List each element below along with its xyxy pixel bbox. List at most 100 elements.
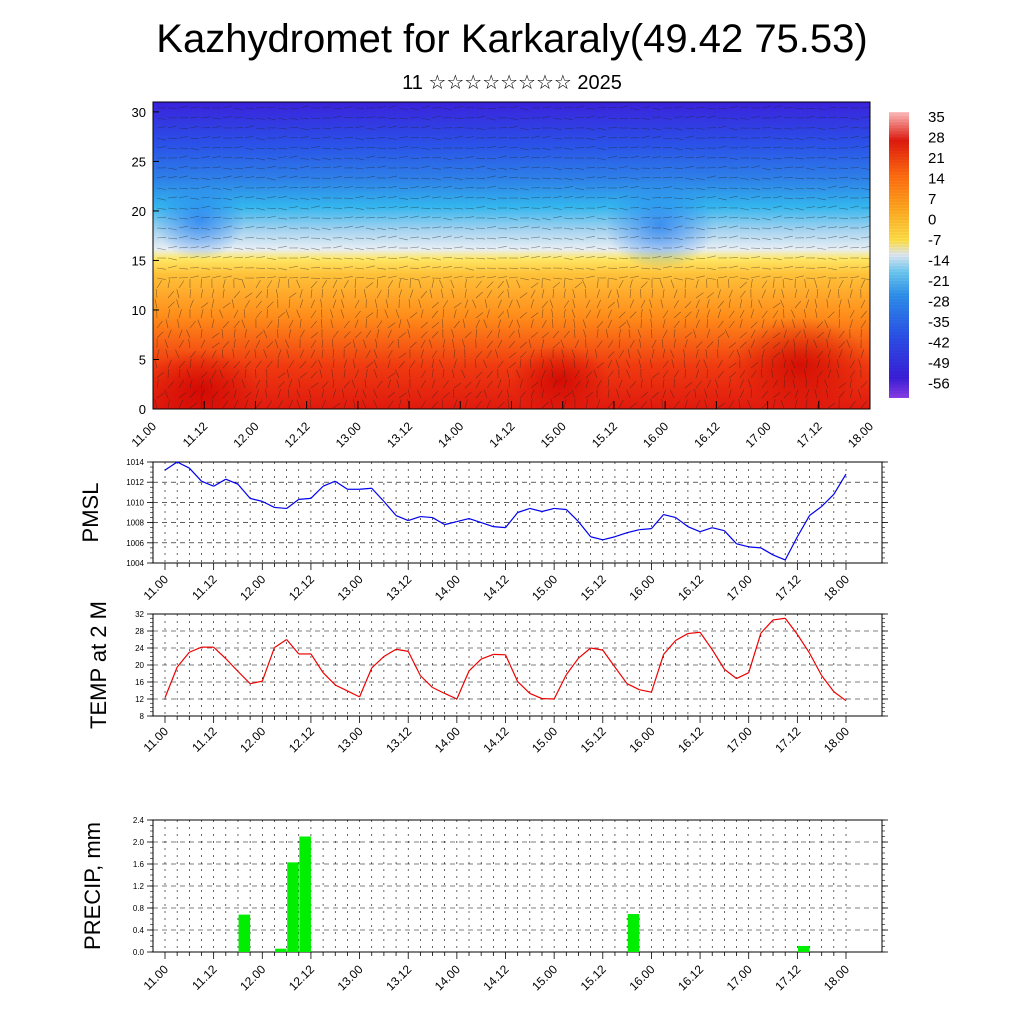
wind-barb <box>442 247 453 249</box>
wind-barb <box>156 379 159 389</box>
wind-barb <box>717 187 728 189</box>
wind-barb <box>332 137 342 140</box>
wind-barb <box>266 237 276 241</box>
wind-barb <box>420 400 427 409</box>
wind-barb <box>530 147 540 150</box>
wind-barb <box>783 137 793 140</box>
wind-barb <box>728 289 733 299</box>
wind-barb <box>387 217 398 219</box>
wind-barb <box>332 359 335 369</box>
wind-barb <box>453 167 464 170</box>
wind-barb <box>607 340 614 349</box>
wind-barb <box>772 342 781 349</box>
wind-barb <box>375 339 378 349</box>
wind-barb <box>233 195 243 199</box>
wind-barb <box>464 167 474 170</box>
wind-barb <box>497 176 507 179</box>
wind-barb <box>629 279 633 289</box>
wind-barb <box>376 289 382 299</box>
wind-barb <box>453 349 456 359</box>
wind-barb <box>255 400 262 409</box>
wind-barb <box>362 389 367 399</box>
wind-barb <box>331 369 334 379</box>
wind-barb <box>409 107 419 111</box>
wind-barb <box>156 146 166 149</box>
wind-barb <box>464 227 474 230</box>
wind-barb <box>354 369 359 379</box>
wind-barb <box>772 215 782 219</box>
wind-barb <box>816 257 826 260</box>
wind-barb <box>673 277 683 281</box>
wind-barb <box>332 245 342 249</box>
wind-barb <box>243 308 246 319</box>
x-tick-label: 18.00 <box>821 572 852 603</box>
wind-barb <box>255 226 265 229</box>
wind-barb <box>673 206 683 209</box>
wind-barb <box>352 359 356 369</box>
wind-barb <box>815 309 818 319</box>
series-segment <box>602 649 616 668</box>
wind-barb <box>277 372 286 379</box>
series-segment <box>529 692 543 700</box>
wind-barb <box>706 318 708 329</box>
wind-barb <box>805 378 807 389</box>
wind-barb <box>541 320 547 329</box>
wind-barb <box>816 197 826 201</box>
wind-barb <box>805 246 815 249</box>
wind-barb <box>343 225 353 229</box>
y-tick-label: 28 <box>135 627 144 636</box>
wind-barb <box>738 399 741 409</box>
series-segment <box>517 681 531 694</box>
wind-barb <box>188 339 191 349</box>
wind-barb <box>398 360 405 369</box>
wind-barb <box>365 257 375 261</box>
wind-barb <box>739 281 747 289</box>
wind-barb <box>684 127 695 129</box>
wind-barb <box>475 227 486 229</box>
wind-barb <box>442 157 452 161</box>
wind-barb <box>340 309 345 319</box>
wind-barb <box>717 125 727 129</box>
wind-barb <box>662 227 672 231</box>
wind-barb <box>200 278 202 289</box>
wind-barb <box>200 136 210 139</box>
wind-barb <box>441 318 444 329</box>
warm-core-2 <box>510 345 610 409</box>
wind-barb <box>398 136 408 139</box>
wind-barb <box>805 206 815 209</box>
wind-barb <box>816 166 826 169</box>
wind-barb <box>365 175 375 179</box>
wind-barb <box>387 288 389 299</box>
wind-barb <box>662 156 673 159</box>
wind-barb <box>530 299 534 309</box>
wind-barb <box>860 177 870 180</box>
wind-barb <box>354 147 365 149</box>
wind-barb <box>233 116 243 119</box>
x-tick-label: 18.00 <box>845 419 876 450</box>
wind-barb <box>299 105 309 109</box>
wind-barb <box>200 185 210 189</box>
wind-barb <box>695 279 699 289</box>
wind-barb <box>200 276 210 279</box>
wind-barb <box>552 277 562 280</box>
series-segment <box>772 617 786 621</box>
wind-barb <box>486 267 497 269</box>
wind-barb <box>497 146 507 149</box>
wind-barb <box>616 389 620 399</box>
wind-barb <box>783 245 793 249</box>
x-tick-label: 16.12 <box>691 419 722 450</box>
wind-barb <box>530 246 540 249</box>
colorbar-label: -28 <box>928 294 950 311</box>
wind-barb <box>739 341 747 349</box>
wind-barb <box>858 359 862 369</box>
wind-barb <box>607 257 617 260</box>
wind-barb <box>706 235 716 239</box>
wind-barb <box>211 216 222 219</box>
wind-barb <box>838 308 841 319</box>
wind-barb <box>684 107 695 109</box>
wind-barb <box>420 216 430 219</box>
wind-barb <box>827 116 837 119</box>
wind-barb <box>343 320 350 329</box>
wind-barb <box>705 349 708 359</box>
wind-barb <box>266 280 273 289</box>
